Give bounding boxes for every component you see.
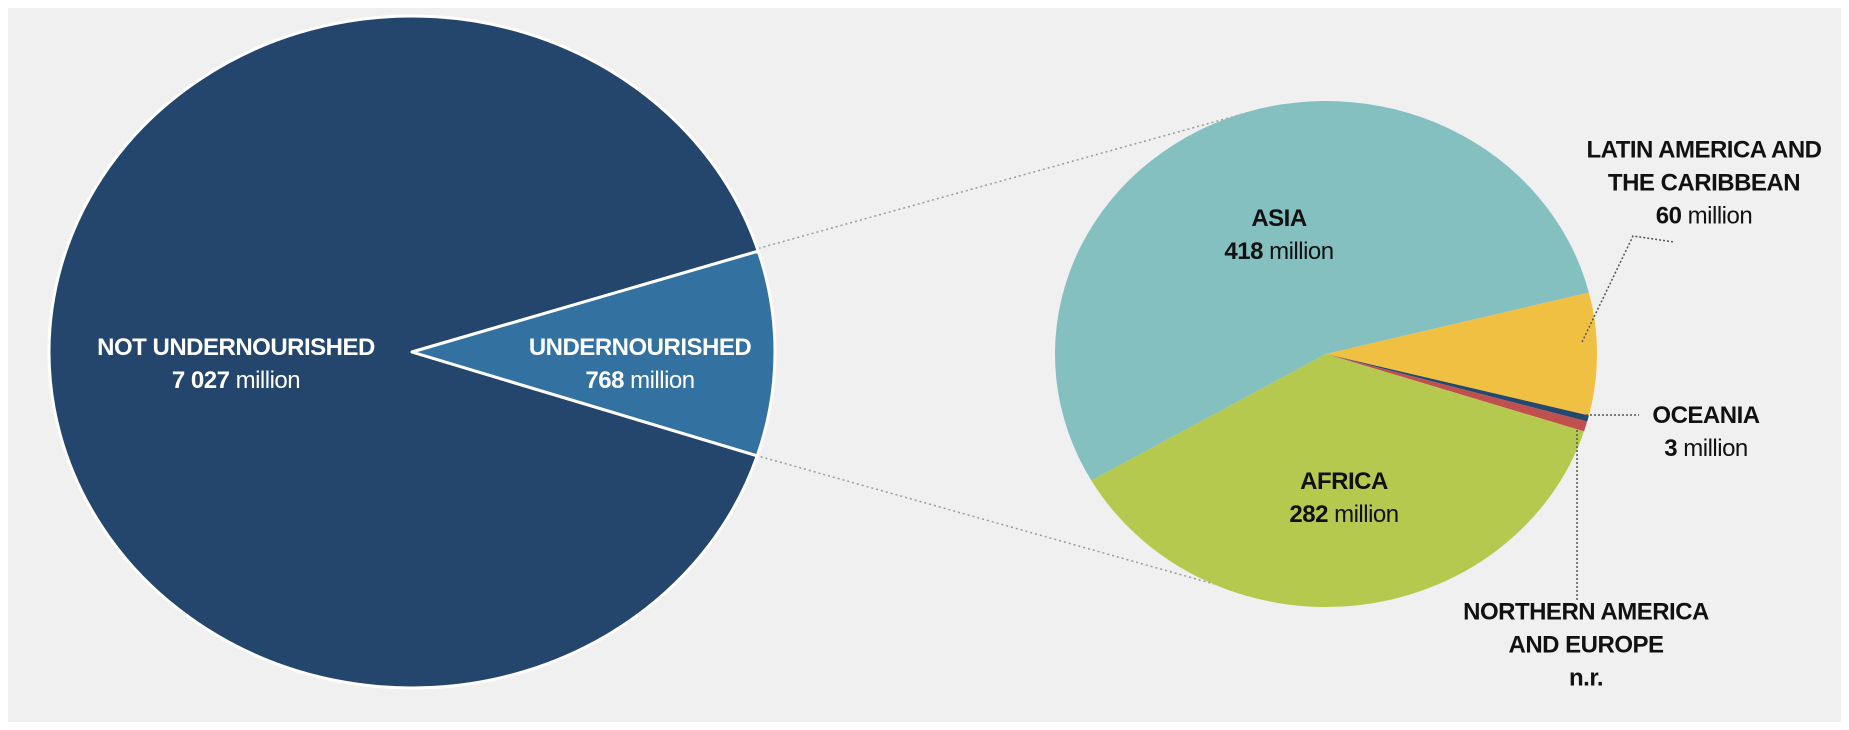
value-label: 7 027 xyxy=(171,367,230,394)
value-label: 418 xyxy=(1224,238,1263,265)
category-label: OCEANIA xyxy=(1652,402,1760,429)
slice-label: OCEANIA 3 million xyxy=(1631,399,1781,465)
unit-label: million xyxy=(630,367,695,394)
connector-line xyxy=(748,111,1251,252)
category-label: ASIA xyxy=(1251,205,1307,232)
pie-slice xyxy=(1326,292,1597,416)
category-label: AFRICA xyxy=(1300,468,1388,495)
slice-label: LATIN AMERICA AND THE CARIBBEAN 60 millio… xyxy=(1574,134,1834,233)
value-label: n.r. xyxy=(1568,664,1604,692)
category-label: UNDERNOURISHED xyxy=(528,334,752,361)
unit-label: million xyxy=(1269,238,1334,265)
pie-slice xyxy=(1326,354,1588,432)
leaders xyxy=(1576,235,1675,601)
connector-line xyxy=(750,453,1215,585)
pie-slice xyxy=(47,14,760,690)
pie-slice xyxy=(1091,354,1585,607)
category-label: NORTHERN AMERICA AND EUROPE xyxy=(1463,598,1709,659)
unit-label: million xyxy=(1683,435,1748,462)
category-label: LATIN AMERICA AND THE CARIBBEAN xyxy=(1586,136,1822,197)
slice-label: NOT UNDERNOURISHED 7 027 million xyxy=(91,331,381,397)
category-label: NOT UNDERNOURISHED xyxy=(97,334,375,361)
value-label: 3 xyxy=(1664,435,1678,462)
pie-slice xyxy=(410,249,777,458)
unit-label: million xyxy=(235,367,301,394)
slice-label: UNDERNOURISHED 768 million xyxy=(510,331,770,397)
value-label: 282 xyxy=(1289,501,1328,528)
value-label: 768 xyxy=(585,367,624,394)
slice-label: NORTHERN AMERICA AND EUROPE n.r. xyxy=(1436,596,1736,695)
pie-slice xyxy=(1054,100,1589,481)
slice-label: AFRICA 282 million xyxy=(1244,465,1444,531)
unit-label: million xyxy=(1687,202,1753,230)
leader-line xyxy=(1581,235,1675,343)
pies xyxy=(47,14,1597,690)
pie-slice xyxy=(1326,354,1589,422)
value-label: 60 xyxy=(1655,202,1682,230)
slice-label: ASIA 418 million xyxy=(1179,202,1379,268)
connectors xyxy=(748,111,1251,585)
unit-label: million xyxy=(1334,501,1399,528)
